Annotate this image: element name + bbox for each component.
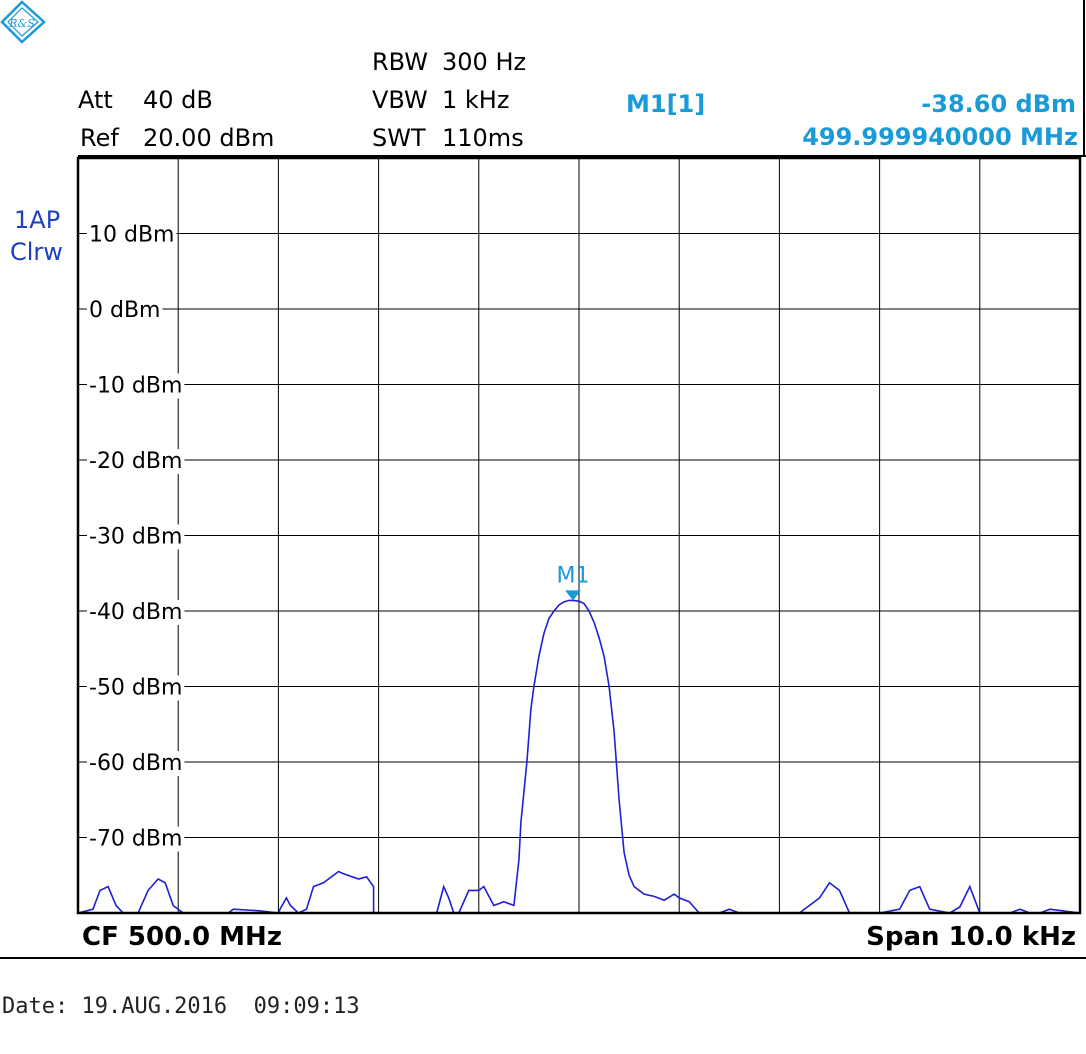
y-tick-label-background	[87, 373, 185, 399]
y-tick-label: 10 dBm	[89, 223, 174, 248]
rbw-value: 300 Hz	[442, 48, 527, 76]
marker-readout-frequency: 499.999940000 MHz	[802, 123, 1078, 151]
rs-logo: R&S	[0, 0, 48, 48]
swt-label: SWT	[372, 124, 426, 152]
marker-readout-name: M1[1]	[626, 90, 706, 118]
y-tick-label-background	[87, 751, 185, 776]
rbw-label: RBW	[372, 48, 429, 76]
spectrum-chart: 10 dBm 0 dBm -10 dBm -20 dBm -30 dBm -40 dBm -…	[0, 0, 1086, 959]
y-tick-label-background	[87, 826, 185, 852]
y-tick-label-background	[87, 449, 185, 474]
y-tick-label-background	[87, 298, 163, 323]
vbw-label: VBW	[372, 86, 428, 114]
trace-mode-label: Clrw	[10, 238, 63, 266]
y-tick-label-group: 10 dBm	[87, 222, 177, 248]
y-tick-label: -70 dBm	[89, 827, 182, 852]
y-tick-label-group: 0 dBm	[87, 298, 163, 323]
swt-value: 110ms	[442, 124, 524, 152]
y-tick-label-group: -40 dBm	[87, 600, 185, 625]
att-value: 40 dB	[143, 86, 213, 114]
center-frequency-label: CF 500.0 MHz	[82, 922, 282, 952]
att-label: Att	[78, 86, 113, 114]
y-tick-label: -30 dBm	[89, 525, 182, 550]
y-tick-label-background	[87, 524, 185, 550]
plot-frame	[76, 156, 1082, 915]
y-tick-label-group: -50 dBm	[87, 675, 185, 701]
rs-logo-text: R&S	[8, 17, 35, 30]
trace-detector-label: 1AP	[14, 206, 61, 234]
y-tick-label-group: -30 dBm	[87, 524, 185, 550]
y-tick-label: -60 dBm	[89, 751, 182, 776]
y-tick-label-background	[87, 600, 185, 625]
y-tick-label-group: -20 dBm	[87, 449, 185, 474]
y-tick-label-background	[87, 222, 177, 248]
span-label: Span 10.0 kHz	[866, 922, 1076, 952]
y-tick-label: 0 dBm	[89, 298, 160, 323]
date-stamp: Date: 19.AUG.2016 09:09:13	[2, 994, 360, 1019]
ref-label: Ref	[80, 124, 119, 152]
y-tick-label: -50 dBm	[89, 676, 182, 701]
marker-m1-label: M1	[556, 563, 589, 588]
y-tick-label-group: -70 dBm	[87, 826, 185, 852]
y-tick-label: -20 dBm	[89, 449, 182, 474]
vbw-value: 1 kHz	[442, 86, 510, 114]
y-tick-label-background	[87, 675, 185, 701]
marker-m1-triangle	[564, 590, 581, 601]
y-tick-label: -40 dBm	[89, 600, 182, 625]
y-tick-label-group: -10 dBm	[87, 373, 185, 399]
y-tick-label: -10 dBm	[89, 374, 182, 399]
y-tick-label-group: -60 dBm	[87, 751, 185, 776]
rs-logo-icon: R&S	[0, 0, 46, 44]
ref-value: 20.00 dBm	[143, 124, 275, 152]
marker-readout-level: -38.60 dBm	[921, 90, 1076, 118]
